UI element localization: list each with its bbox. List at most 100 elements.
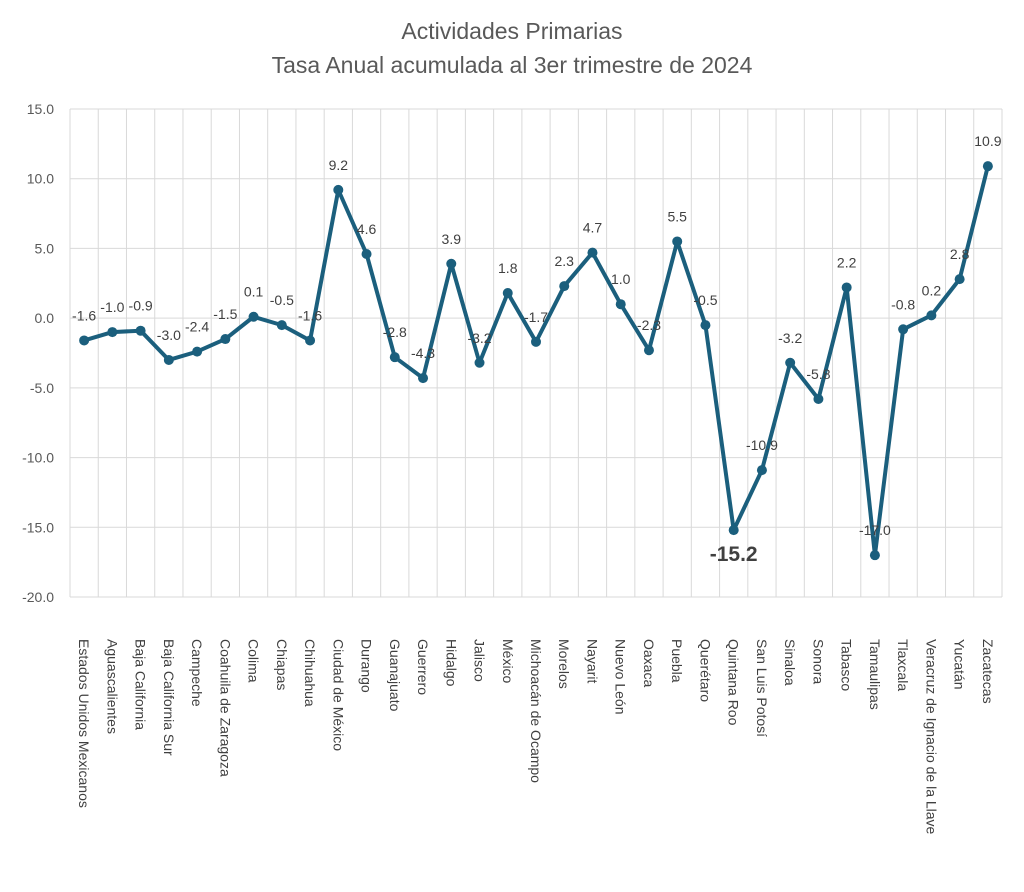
x-category-label: Chihuahua xyxy=(302,639,318,707)
x-category-label: Querétaro xyxy=(697,639,713,702)
chart-subtitle: Tasa Anual acumulada al 3er trimestre de… xyxy=(271,52,753,78)
data-point xyxy=(700,320,711,331)
x-category-label: Sinaloa xyxy=(782,639,798,686)
data-label: 4.7 xyxy=(583,220,603,236)
data-point xyxy=(276,320,287,331)
x-category-label: Quintana Roo xyxy=(726,639,742,726)
data-label: -1.6 xyxy=(72,307,96,323)
data-point xyxy=(446,258,457,269)
x-category-label: Hidalgo xyxy=(443,639,459,687)
x-category-label: México xyxy=(500,639,516,684)
x-category-label: Sonora xyxy=(810,639,826,684)
data-point xyxy=(531,336,541,347)
chart-title: Actividades Primarias xyxy=(401,18,623,44)
data-label: -3.0 xyxy=(157,327,181,343)
x-category-label: Zacatecas xyxy=(980,639,996,704)
x-category-label: Nuevo León xyxy=(613,639,629,715)
data-label: 1.8 xyxy=(498,260,518,276)
data-label: -2.8 xyxy=(383,324,407,340)
y-tick-label: 0.0 xyxy=(35,310,55,326)
data-point xyxy=(192,346,203,357)
data-label: -0.5 xyxy=(270,292,294,308)
x-category-label: Chiapas xyxy=(274,639,290,690)
x-category-label: Tabasco xyxy=(839,639,855,691)
data-label: -4.3 xyxy=(411,345,435,361)
x-category-label: Oaxaca xyxy=(641,639,657,687)
data-point xyxy=(785,357,796,368)
data-label: -2.4 xyxy=(185,319,209,335)
x-category-label: San Luis Potosí xyxy=(754,639,770,737)
x-category-label: Baja California Sur xyxy=(161,639,177,756)
x-category-label: Nayarit xyxy=(584,639,600,683)
x-category-label: Puebla xyxy=(669,639,685,683)
data-label: 2.2 xyxy=(837,254,857,270)
data-label: 0.1 xyxy=(244,284,264,300)
data-point xyxy=(107,327,118,338)
x-category-label: Coahuila de Zaragoza xyxy=(217,639,233,777)
x-category-label: Michoacán de Ocampo xyxy=(528,639,544,783)
data-point xyxy=(163,354,174,365)
data-label: -0.9 xyxy=(129,298,153,314)
x-category-label: Yucatán xyxy=(952,639,968,690)
data-point xyxy=(333,184,344,195)
x-category-label: Campeche xyxy=(189,639,205,707)
data-point xyxy=(954,274,965,285)
data-label: -15.2 xyxy=(710,543,758,566)
data-point xyxy=(587,247,598,258)
x-category-label: Estados Unidos Mexicanos xyxy=(76,639,92,808)
data-label: 2.3 xyxy=(555,253,575,269)
x-category-label: Morelos xyxy=(556,639,572,689)
y-tick-label: -10.0 xyxy=(22,450,54,466)
y-tick-label: 15.0 xyxy=(27,101,54,117)
data-point xyxy=(220,334,231,345)
y-tick-label: 5.0 xyxy=(35,240,55,256)
data-point xyxy=(813,394,824,405)
x-category-label: Tamaulipas xyxy=(867,639,883,710)
y-tick-label: -20.0 xyxy=(22,589,54,605)
data-point xyxy=(898,324,909,335)
data-label: -0.5 xyxy=(693,292,717,308)
data-point xyxy=(135,325,146,336)
data-point xyxy=(643,345,654,356)
x-category-label: Guerrero xyxy=(415,639,431,695)
data-point xyxy=(728,525,739,536)
data-point xyxy=(559,281,570,292)
x-category-label: Baja California xyxy=(133,639,149,730)
data-label: -1.0 xyxy=(100,299,124,315)
data-point xyxy=(502,288,513,299)
data-point xyxy=(982,161,993,172)
data-point xyxy=(248,311,259,322)
data-label: 1.0 xyxy=(611,271,631,287)
data-point xyxy=(79,335,90,346)
data-point xyxy=(756,465,767,476)
data-label: -0.8 xyxy=(891,296,915,312)
data-label: -3.2 xyxy=(778,330,802,346)
data-label: 10.9 xyxy=(974,133,1001,149)
data-point xyxy=(389,352,400,363)
data-label: -1.6 xyxy=(298,307,322,323)
y-tick-label: 10.0 xyxy=(27,171,54,187)
chart-title-block: Actividades Primarias Tasa Anual acumula… xyxy=(0,14,1024,82)
data-label: -1.5 xyxy=(213,306,237,322)
data-point xyxy=(869,550,880,561)
data-point xyxy=(672,236,683,247)
x-category-label: Tlaxcala xyxy=(895,639,911,691)
x-category-label: Durango xyxy=(359,639,375,693)
x-category-label: Ciudad de México xyxy=(330,639,346,751)
x-category-label: Veracruz de Ignacio de la Llave xyxy=(923,639,939,835)
data-label: 0.2 xyxy=(922,282,942,298)
data-label: 2.8 xyxy=(950,246,970,262)
data-label: -17.0 xyxy=(859,522,891,538)
x-category-label: Aguascalientes xyxy=(104,639,120,734)
data-point xyxy=(841,282,852,293)
data-label: -2.3 xyxy=(637,317,661,333)
data-point xyxy=(418,373,429,384)
data-label: 5.5 xyxy=(667,208,687,224)
data-point xyxy=(474,357,485,368)
y-tick-label: -5.0 xyxy=(30,380,54,396)
data-label: -10.9 xyxy=(746,437,778,453)
data-label: 4.6 xyxy=(357,221,377,237)
data-label: 3.9 xyxy=(442,231,462,247)
data-point xyxy=(926,310,937,321)
